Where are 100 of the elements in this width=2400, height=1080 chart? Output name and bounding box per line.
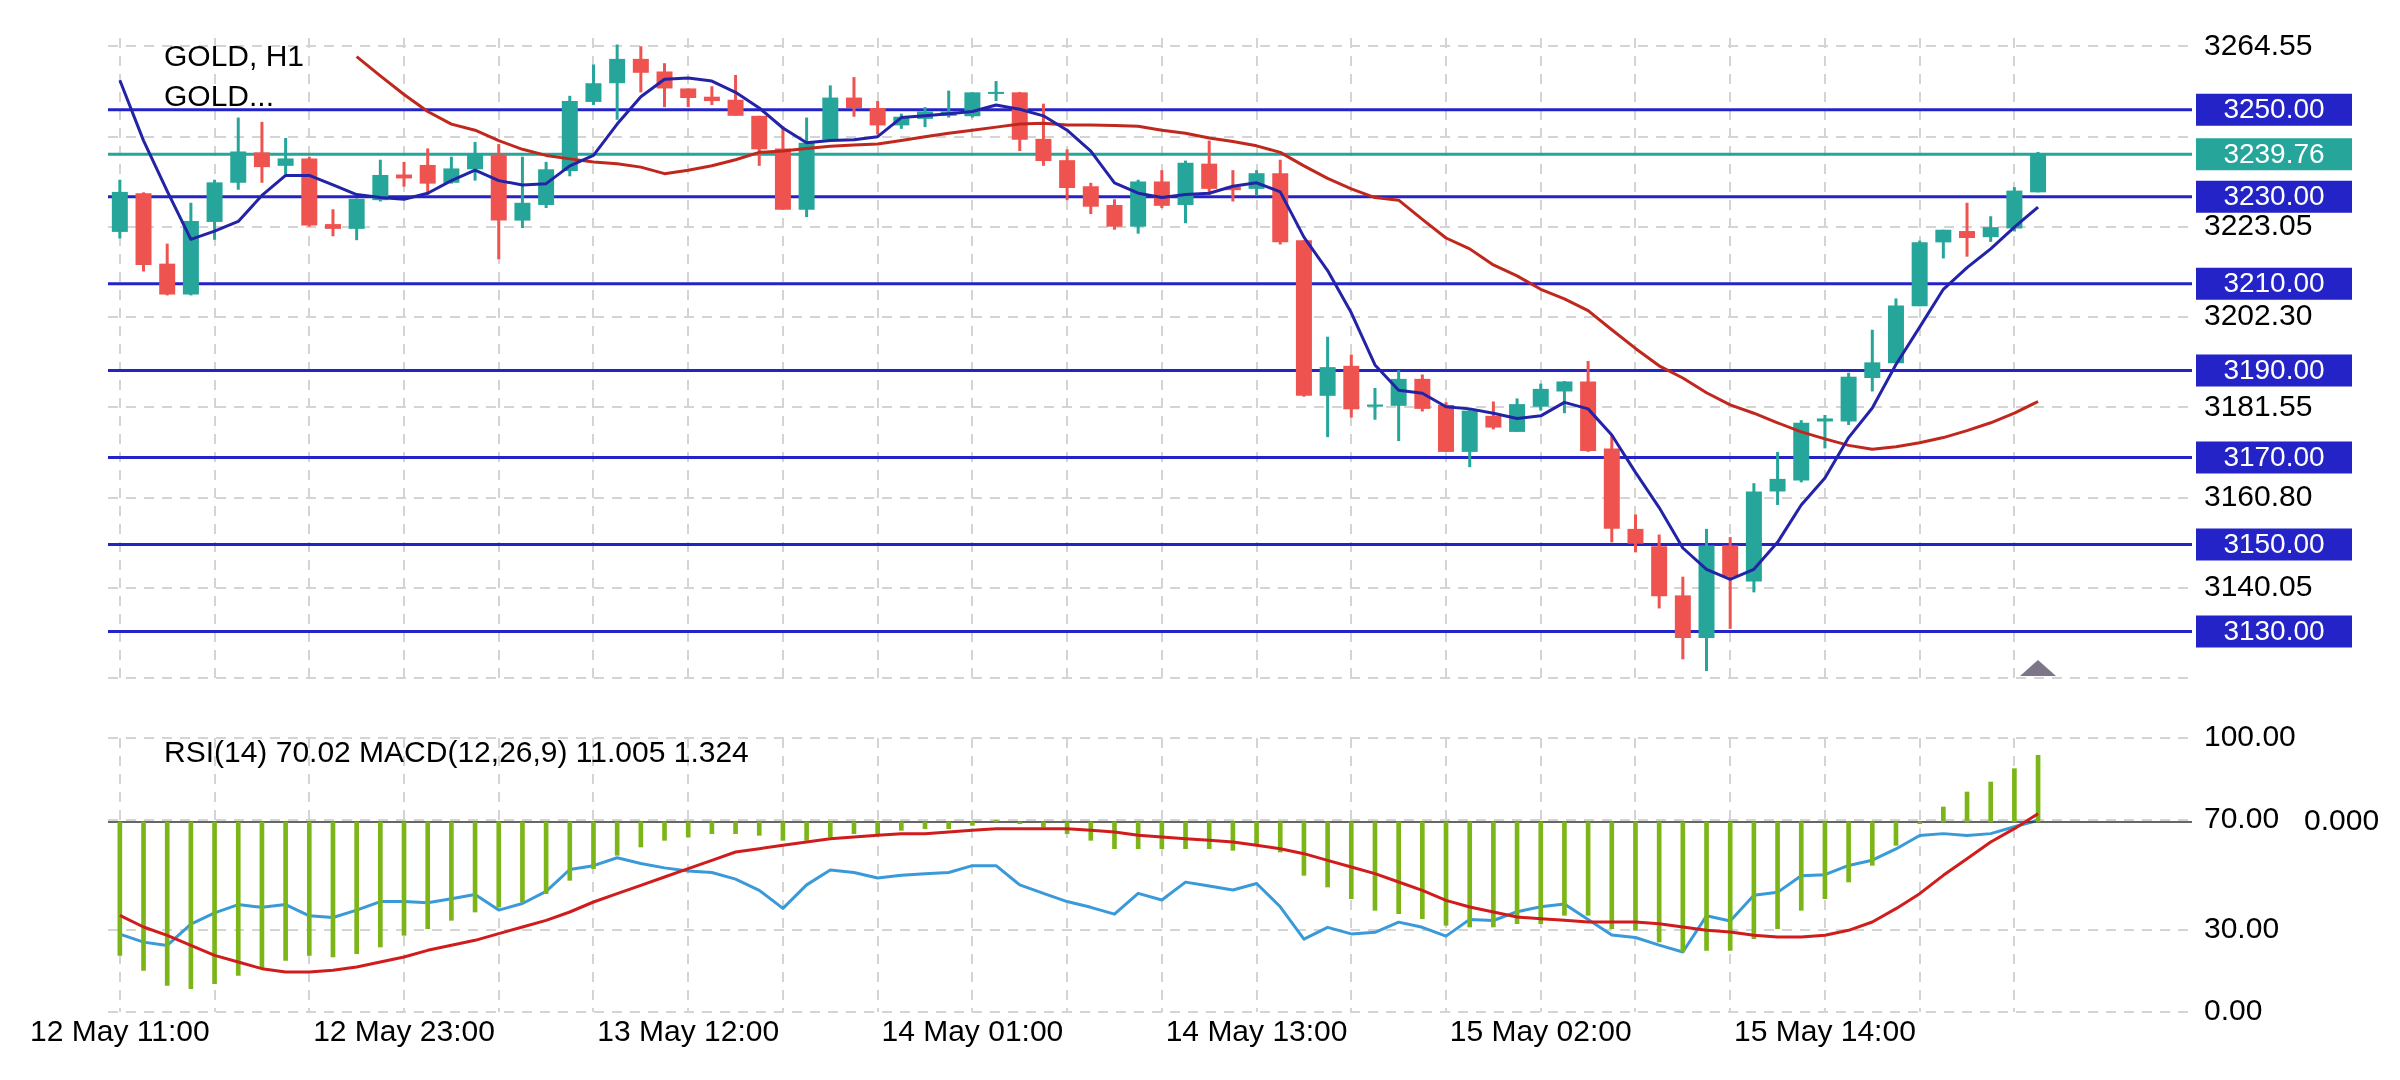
candlestick (727, 73, 744, 116)
candlestick (869, 101, 886, 135)
candlestick (1959, 201, 1976, 257)
y-tick-label: 100.00 (2204, 719, 2296, 753)
chart-title: RSI(14) 70.02 MACD(12,26,9) 11.005 1.324 (164, 734, 749, 770)
bar (1420, 821, 1425, 919)
ref-line-label: 3130.00 (2223, 615, 2325, 647)
bar (212, 821, 217, 984)
candlestick (585, 64, 602, 105)
bar (1798, 821, 1804, 911)
candlestick (680, 88, 697, 109)
x-tick-label: 15 May 14:00 (1734, 1014, 1916, 1048)
bar (591, 821, 596, 869)
bar (425, 821, 431, 929)
bar (449, 821, 454, 921)
text: 0.000 (2304, 803, 2380, 837)
x-tick-label: 12 May 23:00 (313, 1014, 495, 1048)
bar (899, 821, 904, 831)
bar (164, 821, 170, 986)
candlestick (1035, 103, 1052, 166)
ref-line-label: 3150.00 (2223, 528, 2325, 560)
bar (283, 821, 288, 961)
candlestick (988, 81, 1005, 103)
candlestick (1769, 450, 1786, 505)
bar (1917, 821, 1922, 824)
bar (141, 821, 146, 971)
ref-line-label: 3190.00 (2223, 354, 2325, 386)
x-tick-label: 12 May 11:00 (30, 1014, 210, 1048)
candlestick (419, 148, 436, 196)
candlestick (1366, 388, 1383, 420)
candlestick (1627, 514, 1644, 553)
y-tick-label: 3181.55 (2204, 388, 2313, 422)
candlestick (1935, 229, 1952, 259)
bar (756, 821, 762, 836)
ref-line-label: 3210.00 (2223, 267, 2325, 299)
bar (685, 821, 691, 838)
bar (1704, 821, 1709, 951)
bar (827, 821, 833, 838)
y-tick-label: 0.00 (2204, 993, 2263, 1027)
bar (1325, 821, 1330, 888)
x-tick-label: 14 May 01:00 (881, 1014, 1064, 1048)
bar (1869, 821, 1875, 866)
ref-line-label: 3239.76 (2223, 137, 2325, 169)
bar (875, 821, 880, 834)
bar (354, 821, 359, 954)
y-tick-label: 3264.55 (2204, 27, 2313, 61)
bar (1467, 821, 1473, 928)
candlestick (632, 46, 649, 93)
bar (946, 821, 952, 829)
candlestick (253, 120, 270, 183)
bar (1348, 821, 1354, 899)
bar (235, 821, 241, 976)
bar (1775, 821, 1780, 929)
bar (1609, 821, 1615, 929)
bar (496, 821, 502, 908)
candlestick (1982, 216, 1999, 242)
bar (1041, 821, 1046, 828)
candlestick (1485, 401, 1502, 430)
bar (567, 821, 573, 881)
chart-title: GOLD, H1 (164, 38, 305, 74)
y-tick-label: 3140.05 (2204, 569, 2313, 603)
bar (306, 821, 312, 956)
bar (1491, 821, 1496, 928)
bar (1846, 821, 1851, 883)
bar (1562, 821, 1567, 916)
x-tick-label: 14 May 13:00 (1165, 1014, 1348, 1048)
y-tick-label: 70.00 (2204, 801, 2280, 835)
bar (2012, 768, 2017, 823)
bar (1727, 821, 1733, 951)
candlestick (703, 86, 720, 105)
x-tick-label: 13 May 12:00 (597, 1014, 780, 1048)
bar (1254, 821, 1259, 844)
y-tick-label: 3160.80 (2204, 478, 2313, 512)
candlestick (1106, 199, 1123, 230)
bar (1277, 821, 1283, 853)
bar (1988, 781, 1994, 823)
candlestick (1532, 383, 1549, 411)
candlestick (1816, 413, 1833, 449)
text: GOLD... (164, 78, 276, 114)
candlestick (1082, 181, 1099, 216)
candlestick (1864, 329, 1881, 392)
bar (1396, 821, 1401, 914)
bar (378, 821, 383, 948)
bar (1538, 821, 1544, 924)
bar (662, 821, 667, 841)
bar (733, 821, 738, 834)
y-tick-label: 3202.30 (2204, 298, 2313, 332)
bar (1941, 806, 1946, 823)
ref-line-label: 3250.00 (2223, 93, 2325, 125)
ref-line-label: 3170.00 (2223, 441, 2325, 473)
bar (804, 821, 809, 841)
candlestick (324, 209, 341, 237)
bar (1017, 821, 1023, 824)
bar (520, 821, 525, 903)
bar (970, 821, 975, 826)
bar (1633, 821, 1638, 931)
candlestick (1556, 381, 1573, 415)
x-tick-label: 15 May 02:00 (1449, 1014, 1632, 1048)
y-tick-label: 30.00 (2204, 911, 2280, 945)
candlestick (845, 77, 862, 117)
